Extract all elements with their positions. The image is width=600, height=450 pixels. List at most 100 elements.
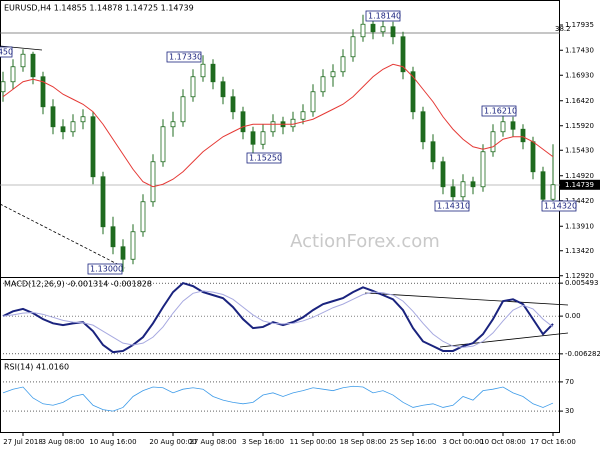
annotation-box: [87, 263, 123, 275]
candle-body: [440, 161, 446, 188]
candle-body: [320, 76, 326, 93]
x-tick-label: 10 Oct 08:00: [480, 438, 526, 446]
series-line: [2, 290, 554, 348]
candle-body: [300, 111, 306, 120]
candle-body: [400, 36, 406, 73]
candle-body: [420, 111, 426, 143]
current-price-box: [560, 179, 600, 190]
candle-body: [160, 126, 166, 163]
candle-body: [70, 121, 76, 133]
y-tick-label: 1.14420: [565, 197, 594, 205]
frame: [0, 0, 560, 433]
candle-body: [550, 184, 556, 200]
annotation-box: [481, 105, 517, 117]
annotation: 1.17450: [0, 48, 13, 57]
candle-body: [90, 116, 96, 178]
candle-body: [520, 128, 526, 143]
macd-trend-line: [364, 292, 569, 306]
current-price-label: 1.14739: [565, 181, 594, 189]
candle-body: [40, 76, 46, 108]
annotation: 1.18140: [368, 12, 401, 21]
x-tick-label: 11 Sep 00:00: [290, 438, 337, 446]
candle-body: [240, 111, 246, 133]
x-tick-label: 27 Aug 08:00: [189, 438, 236, 446]
x-tick-label: 3 Sep 16:00: [242, 438, 284, 446]
annotation-box: [541, 200, 577, 212]
y-tick-label: 1.15430: [565, 146, 594, 154]
x-tick-label: 3 Aug 08:00: [42, 438, 85, 446]
candle-body: [360, 23, 366, 38]
y-tick-label: 1.15920: [565, 122, 594, 130]
y-tick-label: 1.13910: [565, 222, 594, 230]
candle-body: [410, 71, 416, 113]
candle-body: [50, 106, 56, 128]
x-tick-label: 10 Aug 16:00: [89, 438, 136, 446]
y-tick-label: 1.17430: [565, 46, 594, 54]
candle-body: [140, 201, 146, 233]
candle-body: [510, 121, 516, 130]
candle-body: [230, 96, 236, 113]
y-tick-label: 70: [565, 378, 574, 386]
candle-body: [80, 116, 86, 123]
candle-body: [450, 186, 456, 198]
y-tick-label: 0.00: [565, 312, 581, 320]
candle-body: [380, 26, 386, 33]
chart-title: EURUSD,H4 1.14855 1.14878 1.14725 1.1473…: [4, 4, 194, 13]
x-tick-label: 3 Oct 00:00: [442, 438, 483, 446]
annotation-box: [365, 10, 401, 22]
y-tick-label: 1.16930: [565, 71, 594, 79]
annotation: 38.2: [555, 25, 571, 33]
annotation: 1.17330: [169, 53, 202, 62]
candle-body: [210, 63, 216, 83]
candle-body: [260, 131, 266, 145]
candle-body: [180, 96, 186, 123]
rsi-title: RSI(14) 41.0160: [4, 363, 69, 372]
series-line: [2, 385, 554, 412]
trend-line: [0, 203, 126, 269]
candle-body: [150, 161, 156, 203]
candle-body: [220, 81, 226, 98]
annotation: 1.14310: [437, 202, 470, 211]
y-tick-label: -0.006282: [565, 350, 600, 358]
y-tick-label: 1.13420: [565, 247, 594, 255]
x-tick-label: 27 Jul 2018: [3, 438, 43, 446]
candle-body: [390, 26, 396, 38]
annotation-box: [434, 200, 470, 212]
candle-body: [290, 118, 296, 128]
y-tick-label: 30: [565, 407, 574, 415]
y-tick-label: 1.17935: [565, 21, 594, 29]
annotation: 1.15250: [249, 154, 282, 163]
candle-body: [370, 23, 376, 33]
candle-body: [430, 141, 436, 163]
y-tick-label: 1.12920: [565, 272, 594, 280]
candle-body: [60, 126, 66, 133]
y-tick-label: 1.16420: [565, 97, 594, 105]
x-tick-label: 17 Oct 16:00: [530, 438, 576, 446]
candle-body: [310, 91, 316, 113]
macd-title: MACD(12,26,9) -0.001314 -0.001828: [4, 280, 152, 289]
candle-body: [100, 176, 106, 228]
candle-body: [110, 226, 116, 248]
x-tick-label: 18 Sep 08:00: [340, 438, 387, 446]
candle-body: [470, 181, 476, 188]
candle-body: [350, 36, 356, 58]
candle-body: [20, 53, 26, 68]
candle-body: [10, 66, 16, 83]
candle-body: [460, 181, 466, 198]
x-tick-label: 25 Sep 16:00: [390, 438, 437, 446]
macd-trend-line: [439, 332, 569, 348]
candle-body: [540, 171, 546, 200]
watermark: ActionForex.com: [290, 231, 440, 252]
annotation-box: [0, 46, 13, 58]
candle-body: [250, 131, 256, 145]
annotation: 1.13000: [90, 265, 123, 274]
candle-body: [170, 121, 176, 128]
annotation: 1.14320: [544, 202, 577, 211]
x-tick-label: 20 Aug 00:00: [149, 438, 196, 446]
annotation: 1.16210: [484, 107, 517, 116]
candle-body: [480, 151, 486, 188]
y-tick-label: 0.005493: [565, 279, 598, 287]
candle-body: [500, 121, 506, 133]
candle-body: [30, 53, 36, 78]
